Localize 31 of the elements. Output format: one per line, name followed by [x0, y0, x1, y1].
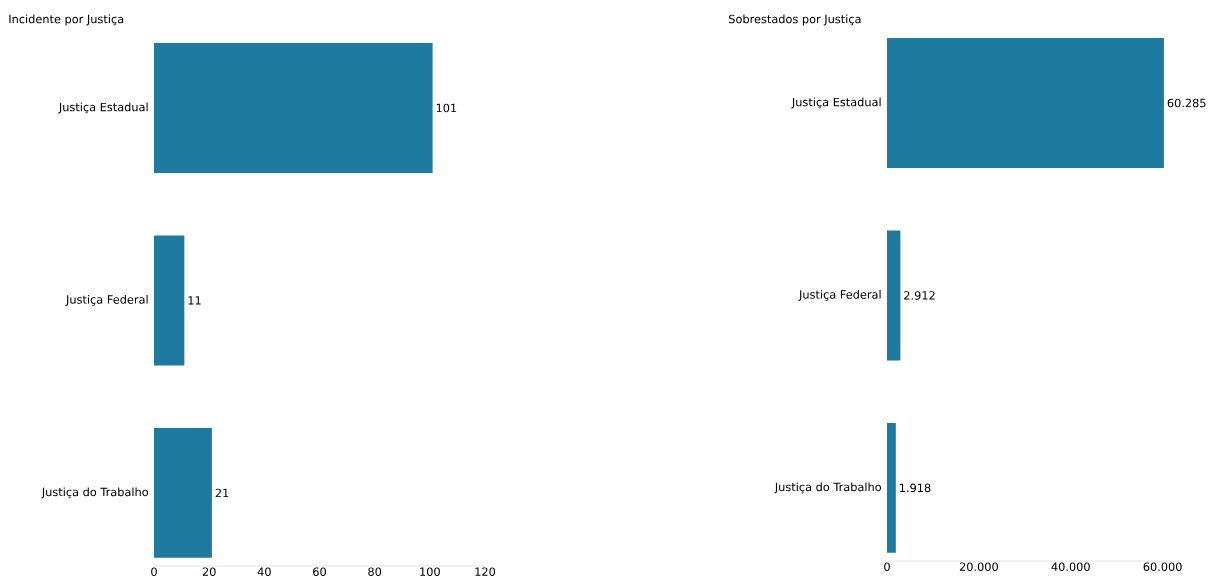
data-label: 11 [188, 296, 201, 305]
x-tick-label: 20.000 [959, 562, 998, 571]
data-label: 1.918 [900, 483, 931, 493]
y-tick-label: Justiça do Trabalho [41, 487, 149, 499]
bar [887, 38, 1164, 168]
bar [887, 422, 896, 553]
data-label: 60.285 [1167, 98, 1206, 108]
y-tick-label: Justiça Federal [798, 289, 881, 301]
x-tick-label: 40 [257, 567, 271, 576]
data-label: 101 [436, 103, 457, 113]
data-label: 2.912 [904, 291, 935, 300]
chart-title: Incidente por Justiça [9, 14, 124, 26]
y-tick-label: Justiça Federal [65, 294, 148, 306]
x-tick-label: 0 [151, 567, 157, 576]
x-tick-label: 20 [202, 567, 216, 576]
x-tick-label: 0 [884, 562, 890, 571]
x-tick-label: 60 [313, 567, 326, 576]
x-tick-label: 120 [475, 567, 496, 576]
data-label: 21 [215, 488, 229, 498]
bar [154, 43, 433, 173]
x-tick-label: 80 [368, 567, 382, 576]
y-tick-label: Justiça Estadual [791, 97, 881, 109]
y-tick-label: Justiça do Trabalho [774, 482, 882, 494]
x-tick-label: 40.000 [1051, 562, 1090, 571]
y-tick-label: Justiça Estadual [58, 102, 148, 114]
bar [154, 235, 185, 366]
x-tick-label: 60.000 [1143, 562, 1182, 571]
bar [887, 230, 901, 361]
bar [154, 427, 212, 558]
text: Sobrestados por Justiça [729, 14, 861, 26]
x-tick-label: 100 [420, 567, 440, 576]
